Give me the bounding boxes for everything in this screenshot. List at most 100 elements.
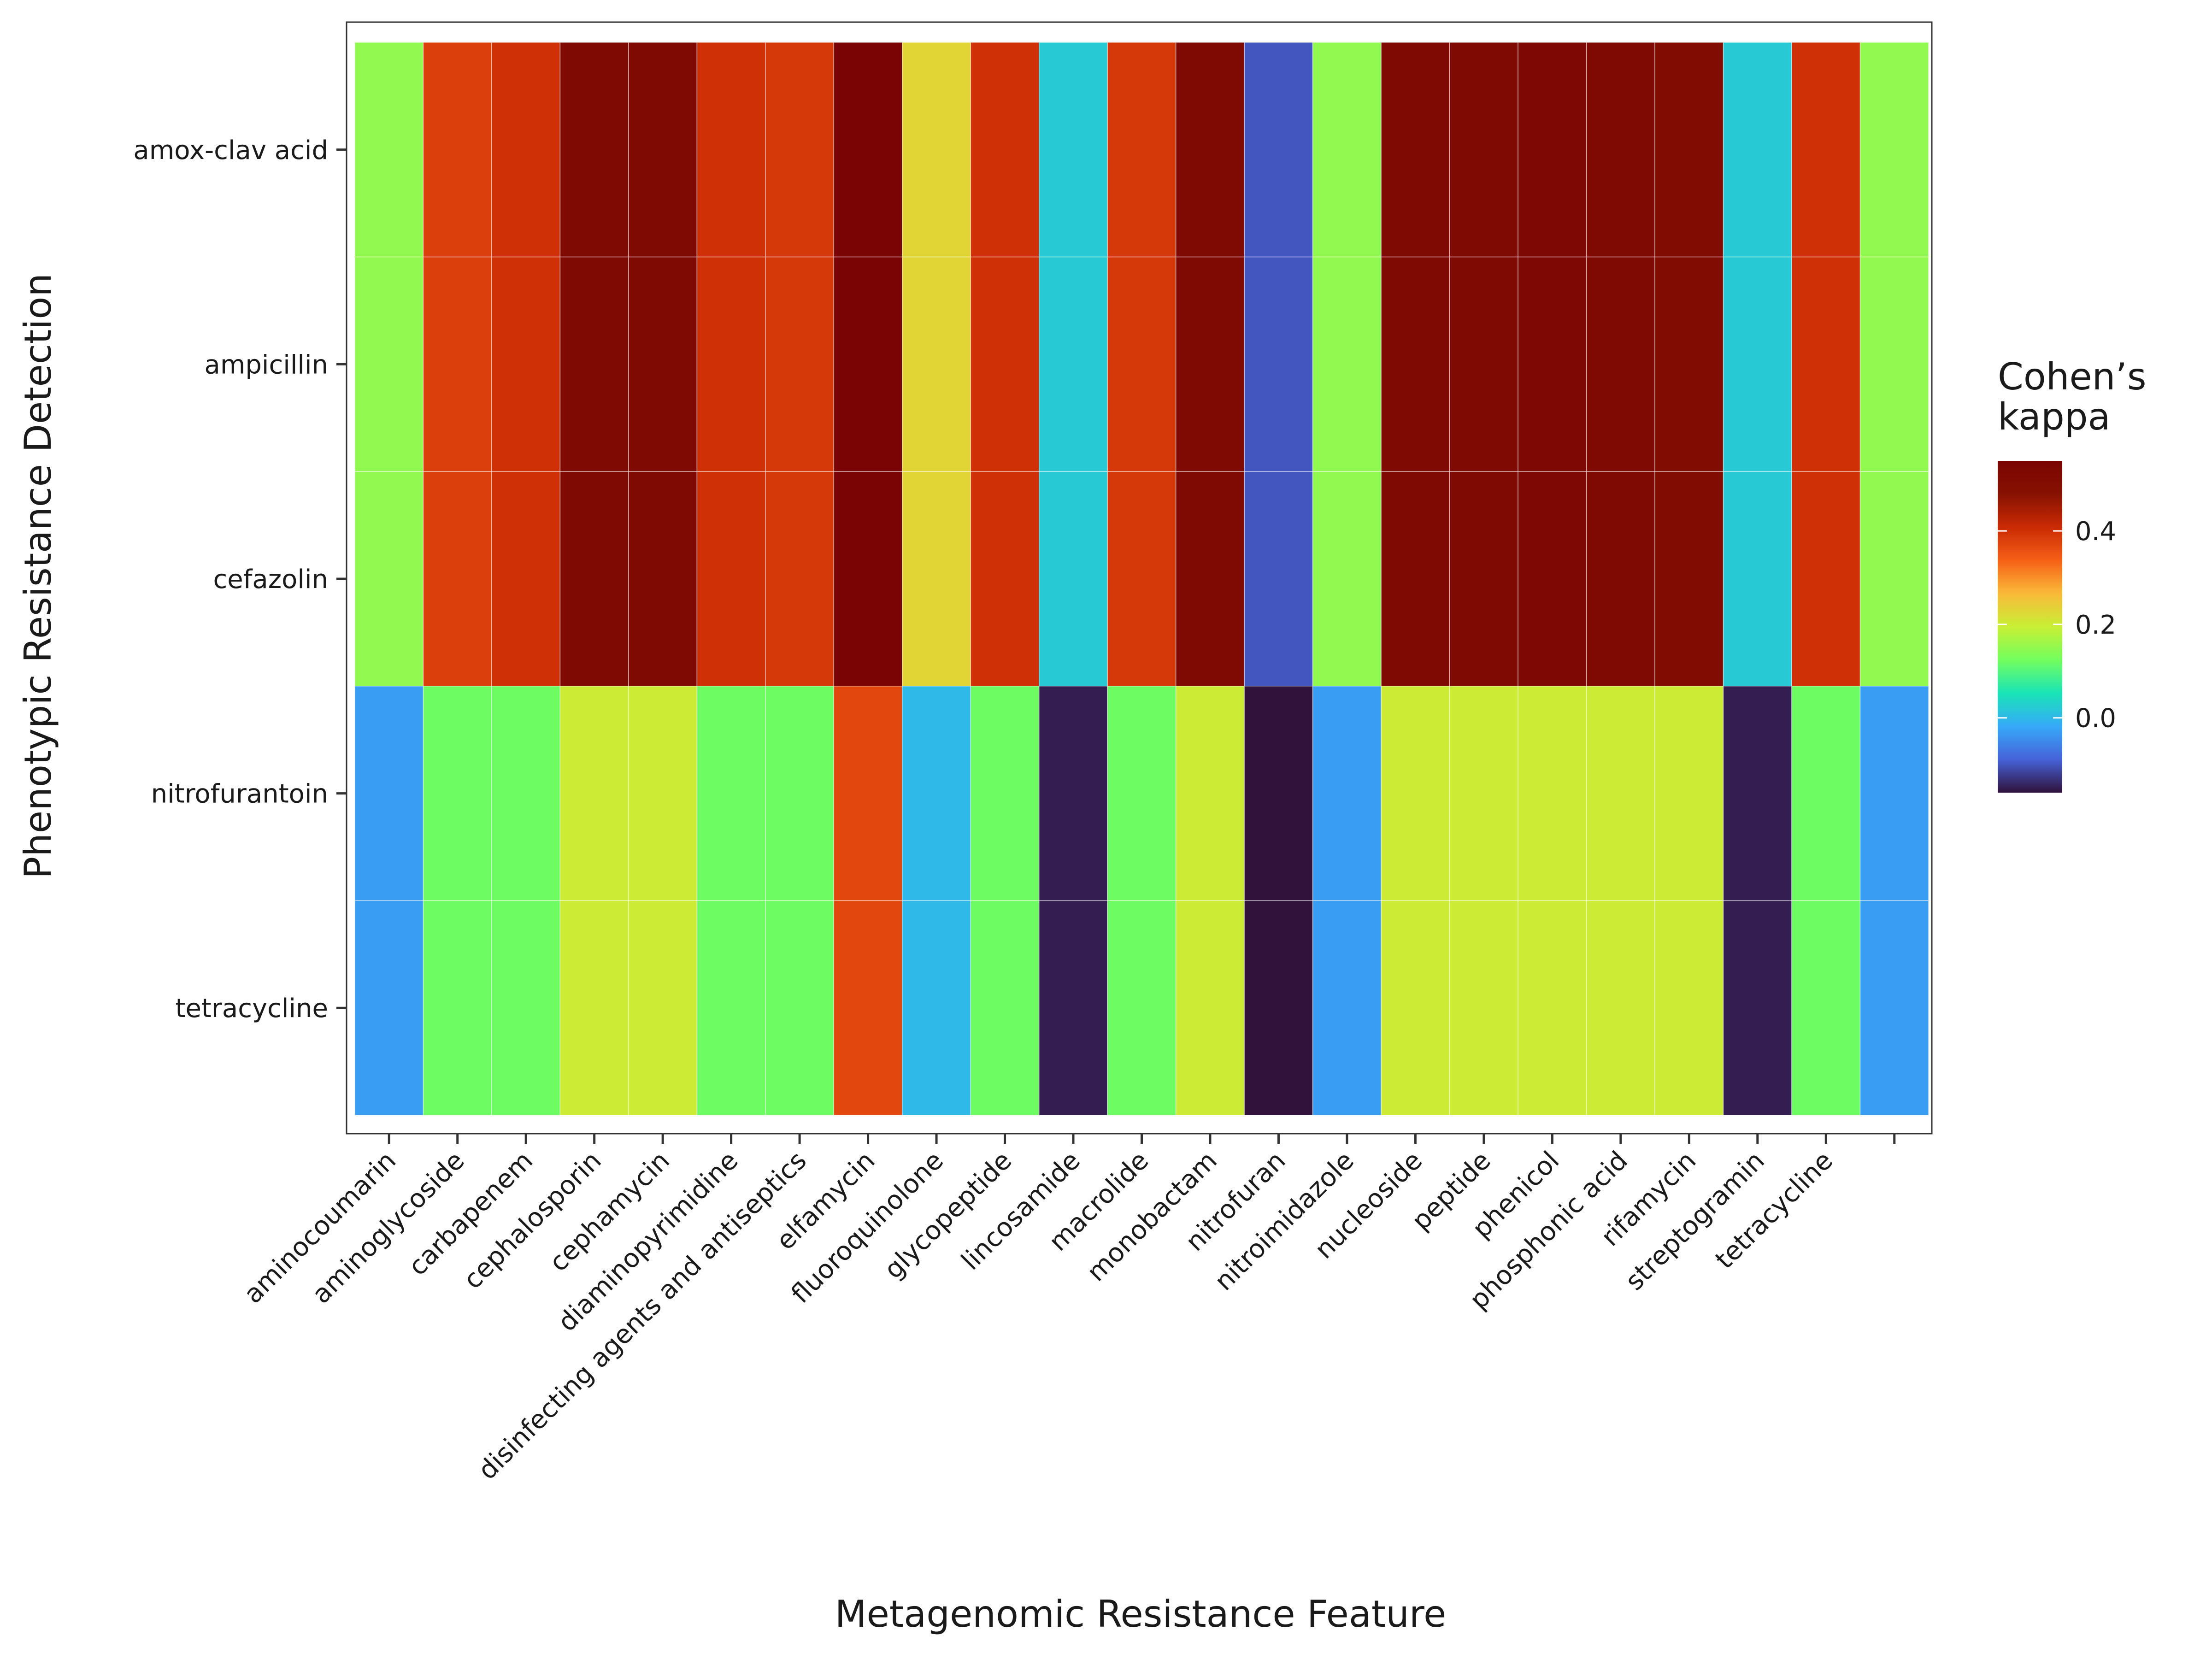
heatmap-cell <box>354 471 424 687</box>
heatmap-cell <box>970 256 1040 472</box>
heatmap-cell <box>1107 42 1177 258</box>
heatmap-cell <box>1654 900 1724 1116</box>
heatmap-cell <box>1107 900 1177 1116</box>
heatmap-cell <box>1654 256 1724 472</box>
heatmap-cell <box>423 471 492 687</box>
heatmap-cell <box>1449 686 1518 901</box>
heatmap-cell <box>1039 42 1108 258</box>
heatmap-cell <box>491 42 561 258</box>
heatmap-cell <box>1312 42 1382 258</box>
heatmap-cell <box>1518 256 1587 472</box>
y-tick-label: cefazolin <box>213 565 328 594</box>
heatmap-cell <box>1859 42 1929 258</box>
heatmap-cell <box>1039 471 1108 687</box>
heatmap-cell <box>1107 686 1177 901</box>
heatmap-cell <box>902 900 971 1116</box>
heatmap-cell <box>1381 686 1450 901</box>
heatmap-cell <box>1723 900 1792 1116</box>
x-axis: aminocoumarinaminoglycosidecarbapenemcep… <box>238 1134 1896 1486</box>
heatmap-cell <box>559 686 629 901</box>
heatmap-cell <box>1723 686 1792 901</box>
heatmap-cell <box>833 900 903 1116</box>
heatmap-cell <box>833 471 903 687</box>
heatmap-cell <box>1244 900 1313 1116</box>
heatmap-cell <box>423 686 492 901</box>
x-tick-label: lincosamide <box>956 1146 1086 1276</box>
heatmap-cell <box>423 900 492 1116</box>
heatmap-cell <box>1449 471 1518 687</box>
heatmap-cell <box>1654 471 1724 687</box>
heatmap-cell <box>1791 42 1861 258</box>
heatmap-cell <box>902 686 971 901</box>
heatmap-cell <box>1381 471 1450 687</box>
heatmap-cell <box>1244 686 1313 901</box>
heatmap-cell <box>1175 471 1245 687</box>
colorbar-title-line2: kappa <box>1998 395 2111 438</box>
heatmap-cell <box>1586 686 1655 901</box>
heatmap-cell <box>1244 471 1313 687</box>
heatmap-cell <box>833 42 903 258</box>
heatmap-cell <box>354 900 424 1116</box>
colorbar-tick-label: 0.0 <box>2075 704 2116 734</box>
heatmap-cell <box>1654 42 1724 258</box>
heatmap-cell <box>1723 42 1792 258</box>
heatmap-cell <box>559 471 629 687</box>
heatmap-cell <box>765 900 835 1116</box>
heatmap-cell <box>423 256 492 472</box>
heatmap-cell <box>902 256 971 472</box>
heatmap-cell <box>902 42 971 258</box>
heatmap-cell <box>491 686 561 901</box>
heatmap-cell <box>1175 686 1245 901</box>
y-tick-label: amox-clav acid <box>133 135 328 165</box>
heatmap-cell <box>559 42 629 258</box>
x-tick-label: tetracycline <box>1710 1146 1839 1275</box>
heatmap-cell <box>354 42 424 258</box>
x-tick-label: cephamycin <box>544 1146 676 1277</box>
heatmap-cell <box>491 471 561 687</box>
heatmap-cell <box>491 900 561 1116</box>
heatmap-cell <box>765 42 835 258</box>
y-tick-label: ampicillin <box>205 350 329 380</box>
heatmap-cell <box>1791 686 1861 901</box>
heatmap-cell <box>765 471 835 687</box>
heatmap-cell <box>696 686 766 901</box>
heatmap-cell <box>628 471 698 687</box>
colorbar <box>1998 461 2062 793</box>
heatmap-cell <box>833 686 903 901</box>
heatmap-cell <box>1039 686 1108 901</box>
colorbar-ticks: 0.4 0.2 0.0 <box>1998 517 2116 734</box>
heatmap-cell <box>1586 900 1655 1116</box>
heatmap-cell <box>1586 471 1655 687</box>
colorbar-tick-label: 0.2 <box>2075 610 2116 640</box>
heatmap-cell <box>628 900 698 1116</box>
heatmap-cell <box>1381 42 1450 258</box>
heatmap-cell <box>1449 42 1518 258</box>
heatmap-cell <box>628 42 698 258</box>
heatmap-cell <box>1449 256 1518 472</box>
heatmap-cell <box>1175 900 1245 1116</box>
heatmap-cell <box>354 686 424 901</box>
heatmap-cell <box>1449 900 1518 1116</box>
heatmap-cell <box>1859 256 1929 472</box>
heatmap-cell <box>1312 256 1382 472</box>
heatmap-cell <box>1312 686 1382 901</box>
heatmap-cell <box>1723 471 1792 687</box>
heatmap-cell <box>423 42 492 258</box>
heatmap-cell <box>559 256 629 472</box>
heatmap-cell <box>1107 471 1177 687</box>
heatmap-cell <box>1381 256 1450 472</box>
heatmap-cell <box>1518 42 1587 258</box>
heatmap-cell <box>765 256 835 472</box>
heatmap-cell <box>354 256 424 472</box>
heatmap-cell <box>1791 900 1861 1116</box>
heatmap-cell <box>765 686 835 901</box>
heatmap-cell <box>1312 471 1382 687</box>
heatmap-cell <box>1244 256 1313 472</box>
heatmap-cell <box>491 256 561 472</box>
heatmap-cell <box>1381 900 1450 1116</box>
heatmap-cell <box>970 900 1040 1116</box>
heatmap-cell <box>1518 686 1587 901</box>
heatmap-cell <box>1586 256 1655 472</box>
heatmap-cell <box>833 256 903 472</box>
y-axis-title: Phenotypic Resistance Detection <box>17 273 59 879</box>
